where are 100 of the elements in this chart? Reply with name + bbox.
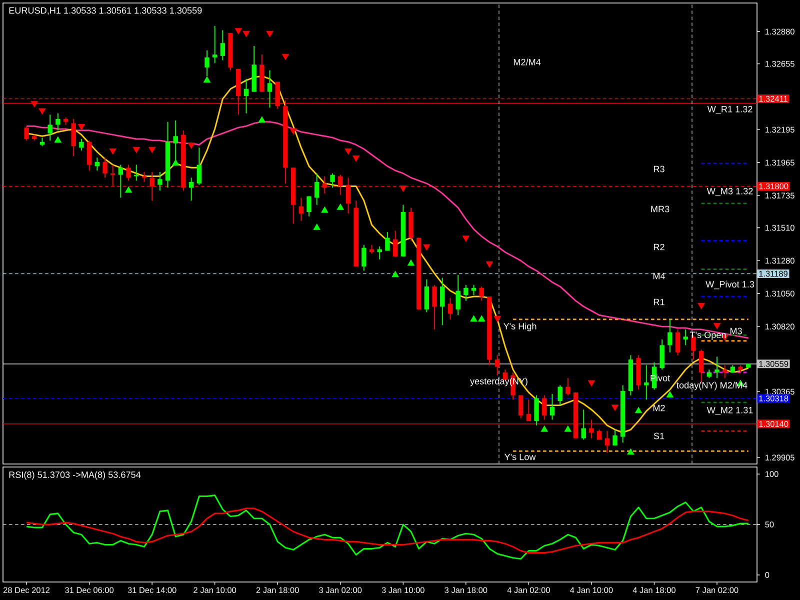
candlestick	[479, 286, 484, 302]
candlestick	[118, 164, 124, 198]
point	[470, 315, 478, 322]
y-tick-label: 1.31050	[766, 290, 794, 297]
candlestick	[79, 138, 84, 151]
annotation: W_Pivot 1.3	[706, 280, 754, 290]
point	[188, 142, 195, 149]
annotation: today(NY) M2/M4	[676, 382, 748, 390]
x-tick-label: 28 Dec 2012	[4, 587, 50, 594]
candlestick	[244, 78, 249, 114]
x-tick-label: 4 Jan 18:00	[632, 587, 676, 594]
candlestick	[675, 328, 680, 356]
point	[266, 30, 274, 38]
y-tick-label: 1.32655	[766, 60, 794, 67]
candlestick	[660, 338, 664, 370]
annotation: W_M3 1.32	[706, 188, 753, 196]
y-tick-label: 100	[766, 471, 778, 477]
candlestick	[56, 112, 60, 131]
candlestick	[212, 25, 218, 64]
point	[132, 146, 140, 154]
candlestick	[362, 244, 366, 272]
point	[109, 148, 116, 154]
candlestick	[668, 318, 672, 353]
candlestick	[306, 196, 312, 217]
x-tick-label: 31 Dec 14:00	[128, 587, 176, 594]
point	[313, 224, 320, 230]
candlestick	[581, 409, 586, 440]
candlestick	[604, 430, 610, 454]
point	[242, 30, 250, 38]
candlestick	[424, 278, 430, 313]
x-tick-label: 2 Jan 10:00	[194, 587, 236, 594]
y-tick-label: 1.29905	[766, 454, 794, 460]
candlestick	[644, 364, 649, 400]
point	[290, 128, 297, 134]
point	[588, 380, 595, 386]
annotation: R2	[654, 244, 664, 250]
candlestick	[518, 394, 524, 419]
candlestick	[534, 394, 539, 426]
candlestick	[566, 378, 570, 396]
y-tick-label: 1.30365	[766, 388, 794, 395]
candlestick	[714, 356, 720, 379]
candlestick	[102, 157, 108, 178]
candlestick	[196, 147, 202, 186]
point	[392, 271, 399, 278]
x-tick-label: 2 Jan 18:00	[256, 587, 299, 594]
point	[352, 155, 360, 162]
chart-title: RSI(8) 51.3703 ->MA(8) 53.6754	[9, 471, 141, 480]
candlestick	[722, 364, 728, 379]
point	[407, 260, 415, 266]
point	[564, 426, 572, 432]
y-tick-label: 0	[765, 572, 770, 578]
y-tick-label: 1.31280	[766, 258, 794, 264]
ref-line-label: 1.32411	[759, 96, 788, 102]
candlestick	[142, 171, 147, 182]
x-tick-label: 31 Dec 06:00	[65, 587, 114, 594]
candlestick	[542, 394, 547, 420]
candlestick	[448, 297, 453, 320]
x-tick-label: 3 Jan 02:00	[319, 587, 362, 594]
point	[627, 448, 634, 455]
y-tick-label: 1.32880	[766, 28, 794, 35]
ref-line-label: 1.31189	[759, 270, 788, 277]
point	[540, 426, 548, 432]
candlestick	[330, 172, 335, 188]
candlestick	[526, 399, 532, 422]
candlestick	[71, 118, 76, 157]
annotation: W_M2 1.31	[706, 406, 753, 416]
candlestick	[612, 429, 618, 446]
annotation: M2	[653, 404, 665, 412]
y-tick-label: 1.31510	[766, 224, 794, 231]
point	[478, 315, 486, 322]
candlestick	[456, 274, 460, 316]
y-tick-label: 1.30820	[766, 324, 794, 330]
y-tick-label: 1.31735	[766, 192, 794, 198]
candlestick	[188, 177, 194, 202]
ref-line-label: 1.30140	[759, 420, 788, 427]
point	[462, 236, 470, 242]
annotation: Y's Low	[504, 454, 536, 460]
point	[38, 108, 46, 114]
annotation: S1	[654, 432, 664, 440]
annotation: MR3	[651, 206, 670, 212]
point	[666, 391, 674, 398]
candlestick	[126, 164, 131, 182]
candlestick	[24, 126, 29, 141]
candlestick	[346, 177, 351, 214]
candlestick	[440, 277, 445, 326]
point	[635, 407, 642, 414]
point	[125, 186, 132, 193]
point	[344, 148, 352, 154]
point	[282, 54, 289, 60]
candlestick	[158, 171, 162, 192]
annotation: R1	[654, 298, 664, 306]
candlestick	[550, 393, 555, 420]
candlestick	[298, 197, 304, 222]
point	[698, 302, 705, 310]
point	[148, 146, 156, 154]
candlestick	[464, 284, 468, 302]
point	[30, 101, 38, 108]
ref-line-label: 1.31800	[759, 183, 788, 190]
candlestick	[683, 328, 688, 346]
candlestick	[86, 140, 92, 171]
